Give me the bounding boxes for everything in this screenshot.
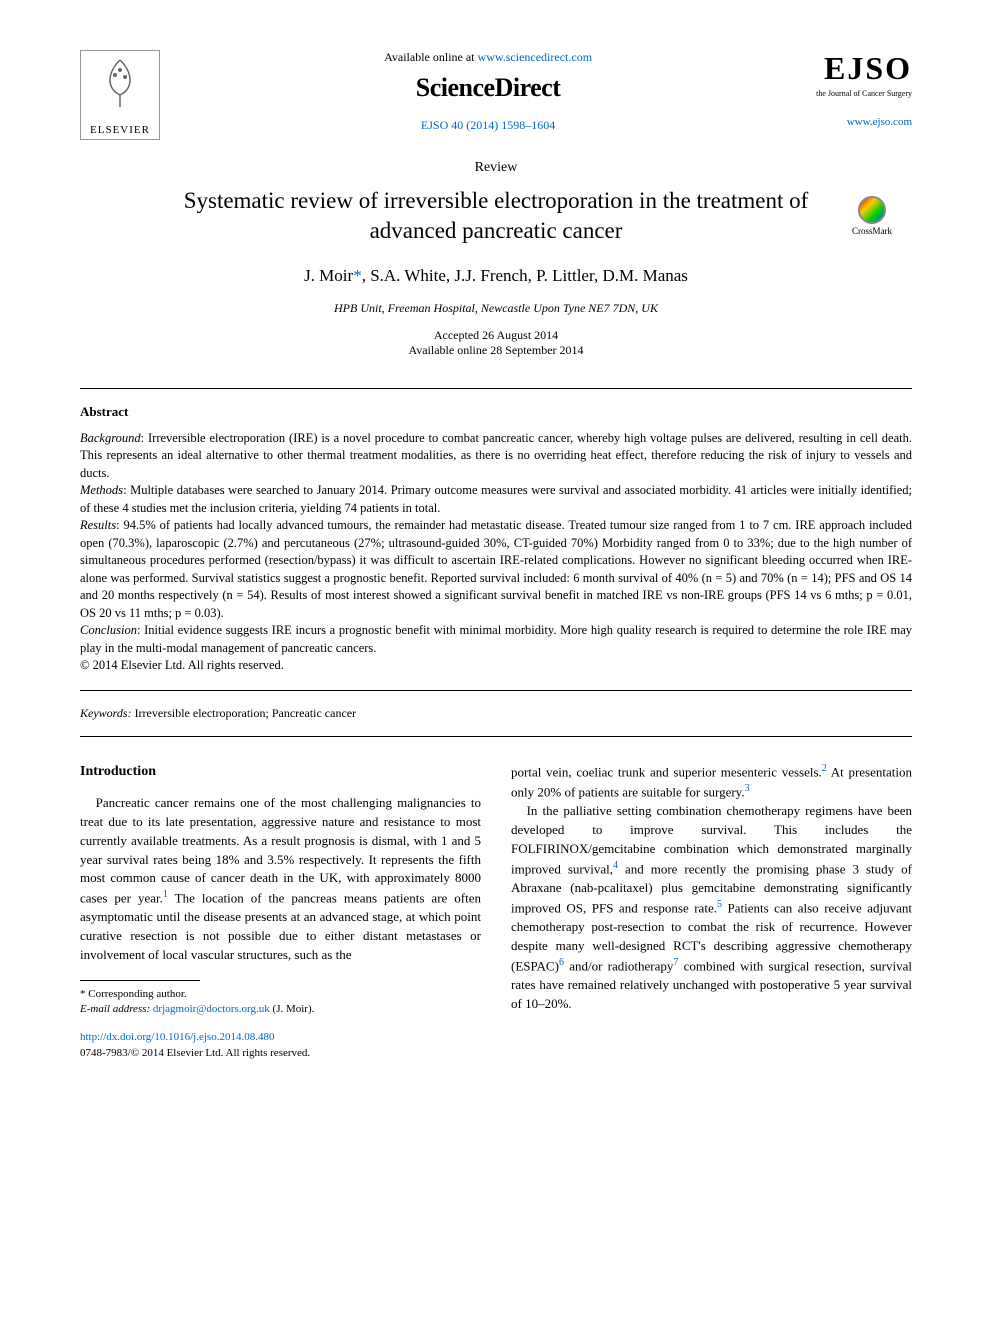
intro-para-1-cont: portal vein, coeliac trunk and superior …	[511, 762, 912, 802]
available-text: Available online at	[384, 50, 477, 64]
intro-p1c: portal vein, coeliac trunk and superior …	[511, 764, 822, 779]
divider	[80, 690, 912, 691]
author-first: J. Moir	[304, 266, 353, 285]
email-author: (J. Moir).	[270, 1003, 315, 1015]
intro-para-1: Pancreatic cancer remains one of the mos…	[80, 794, 481, 965]
elsevier-text: ELSEVIER	[90, 124, 150, 136]
email-label: E-mail address:	[80, 1003, 150, 1015]
intro-para-2: In the palliative setting combination ch…	[511, 802, 912, 1013]
intro-p1a: Pancreatic cancer remains one of the mos…	[80, 795, 481, 906]
ejso-citation[interactable]: EJSO 40 (2014) 1598–1604	[160, 118, 816, 133]
crossmark-badge[interactable]: CrossMark	[842, 196, 902, 238]
article-title: Systematic review of irreversible electr…	[140, 186, 852, 246]
available-online: Available online at www.sciencedirect.co…	[160, 50, 816, 65]
column-left: Introduction Pancreatic cancer remains o…	[80, 762, 481, 1062]
column-right: portal vein, coeliac trunk and superior …	[511, 762, 912, 1062]
divider	[80, 388, 912, 389]
background-text: : Irreversible electroporation (IRE) is …	[80, 431, 912, 480]
header-row: ELSEVIER Available online at www.science…	[80, 50, 912, 140]
article-type: Review	[80, 160, 912, 176]
footnote-separator	[80, 980, 200, 981]
title-text: Systematic review of irreversible electr…	[184, 188, 809, 243]
intro-heading: Introduction	[80, 762, 481, 782]
body-columns: Introduction Pancreatic cancer remains o…	[80, 762, 912, 1062]
authors-rest: , S.A. White, J.J. French, P. Littler, D…	[362, 266, 688, 285]
sciencedirect-url[interactable]: www.sciencedirect.com	[478, 50, 593, 64]
corresponding-marker[interactable]: *	[353, 266, 362, 285]
accepted-date: Accepted 26 August 2014	[80, 328, 912, 343]
conclusion-text: : Initial evidence suggests IRE incurs a…	[80, 623, 912, 655]
methods-label: Methods	[80, 483, 123, 497]
ref-3[interactable]: 3	[745, 783, 750, 794]
footnote-block: * Corresponding author. E-mail address: …	[80, 987, 481, 1018]
keywords-line: Keywords: Irreversible electroporation; …	[80, 706, 912, 721]
sciencedirect-logo[interactable]: ScienceDirect	[160, 73, 816, 103]
ejso-logo-text: EJSO	[816, 50, 912, 87]
center-header: Available online at www.sciencedirect.co…	[160, 50, 816, 133]
online-date: Available online 28 September 2014	[80, 343, 912, 358]
abstract-copyright: © 2014 Elsevier Ltd. All rights reserved…	[80, 657, 912, 675]
dates-block: Accepted 26 August 2014 Available online…	[80, 328, 912, 358]
divider	[80, 736, 912, 737]
background-label: Background	[80, 431, 141, 445]
intro-p2d: and/or radiotherapy	[564, 958, 673, 973]
abstract-body: Background: Irreversible electroporation…	[80, 430, 912, 675]
elsevier-tree-icon	[95, 55, 145, 120]
email-link[interactable]: drjagmoir@doctors.org.uk	[150, 1003, 270, 1015]
issn-copyright: 0748-7983/© 2014 Elsevier Ltd. All right…	[80, 1046, 481, 1062]
methods-text: : Multiple databases were searched to Ja…	[80, 483, 912, 515]
keywords-label: Keywords:	[80, 706, 132, 720]
ejso-logo-block: EJSO the Journal of Cancer Surgery www.e…	[816, 50, 912, 128]
results-text: : 94.5% of patients had locally advanced…	[80, 518, 912, 620]
crossmark-icon	[858, 196, 886, 224]
ejso-subtitle: the Journal of Cancer Surgery	[816, 89, 912, 98]
authors-line: J. Moir*, S.A. White, J.J. French, P. Li…	[80, 266, 912, 286]
doi-link[interactable]: http://dx.doi.org/10.1016/j.ejso.2014.08…	[80, 1030, 481, 1046]
conclusion-label: Conclusion	[80, 623, 137, 637]
abstract-heading: Abstract	[80, 404, 912, 420]
affiliation: HPB Unit, Freeman Hospital, Newcastle Up…	[80, 301, 912, 316]
elsevier-logo[interactable]: ELSEVIER	[80, 50, 160, 140]
crossmark-label: CrossMark	[852, 226, 892, 236]
ejso-url[interactable]: www.ejso.com	[816, 116, 912, 128]
keywords-text: Irreversible electroporation; Pancreatic…	[132, 706, 357, 720]
results-label: Results	[80, 518, 116, 532]
corresponding-author: * Corresponding author.	[80, 987, 481, 1002]
